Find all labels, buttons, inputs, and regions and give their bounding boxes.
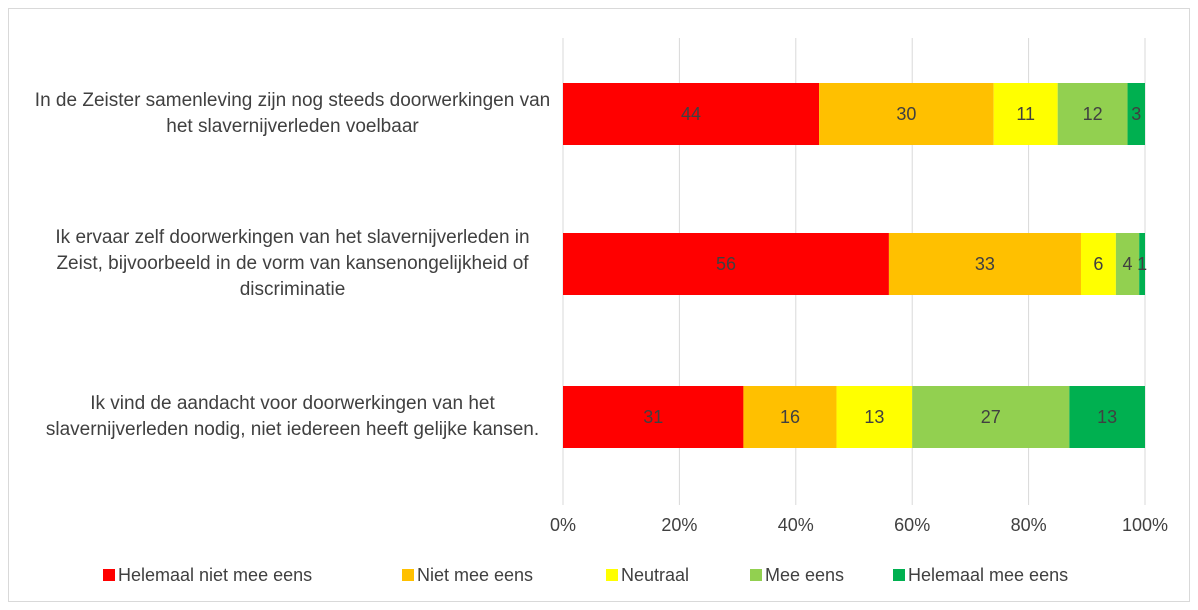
x-tick-label: 20% [661,515,697,535]
data-label: 3 [1131,104,1141,124]
data-label: 33 [975,254,995,274]
bar-segment [563,386,744,448]
category-label: Ik ervaar zelf doorwerkingen van het sla… [55,227,530,300]
category-label: In de Zeister samenleving zijn nog steed… [34,90,551,137]
data-label: 11 [1016,104,1035,124]
legend-swatch [606,569,618,581]
legend-swatch [103,569,115,581]
data-label: 16 [780,407,800,427]
data-label: 13 [1097,407,1117,427]
bar-segment [912,386,1070,448]
data-label: 4 [1123,254,1133,274]
bar-segment [563,233,889,295]
data-label: 44 [681,104,701,124]
bar-segment [819,83,994,145]
data-label: 1 [1137,254,1147,274]
data-label: 30 [896,104,916,124]
x-tick-label: 0% [550,515,576,535]
bar-segment [1069,386,1145,448]
category-label: Ik vind de aandacht voor doorwerkingen v… [45,393,540,440]
data-label: 27 [981,407,1001,427]
data-label: 13 [864,407,884,427]
bar-segment [743,386,837,448]
legend-label: Niet mee eens [417,565,533,585]
x-tick-label: 80% [1011,515,1047,535]
data-label: 31 [643,407,663,427]
bar-segment [563,83,820,145]
legend-label: Mee eens [765,565,844,585]
data-label: 6 [1093,254,1103,274]
bar-segment [836,386,913,448]
data-label: 56 [716,254,736,274]
legend-swatch [750,569,762,581]
bar-segment [1127,83,1145,145]
x-tick-label: 60% [894,515,930,535]
bar-segment [1139,233,1145,295]
bar-segment [1057,83,1128,145]
x-tick-label: 100% [1122,515,1168,535]
legend-label: Helemaal niet mee eens [118,565,312,585]
data-label: 12 [1083,104,1103,124]
bar-segment [1080,233,1116,295]
legend-label: Helemaal mee eens [908,565,1068,585]
x-tick-label: 40% [778,515,814,535]
legend-swatch [893,569,905,581]
bar-segment [888,233,1081,295]
legend-swatch [402,569,414,581]
bar-segment [1115,233,1140,295]
legend-label: Neutraal [621,565,689,585]
bar-segment [993,83,1058,145]
